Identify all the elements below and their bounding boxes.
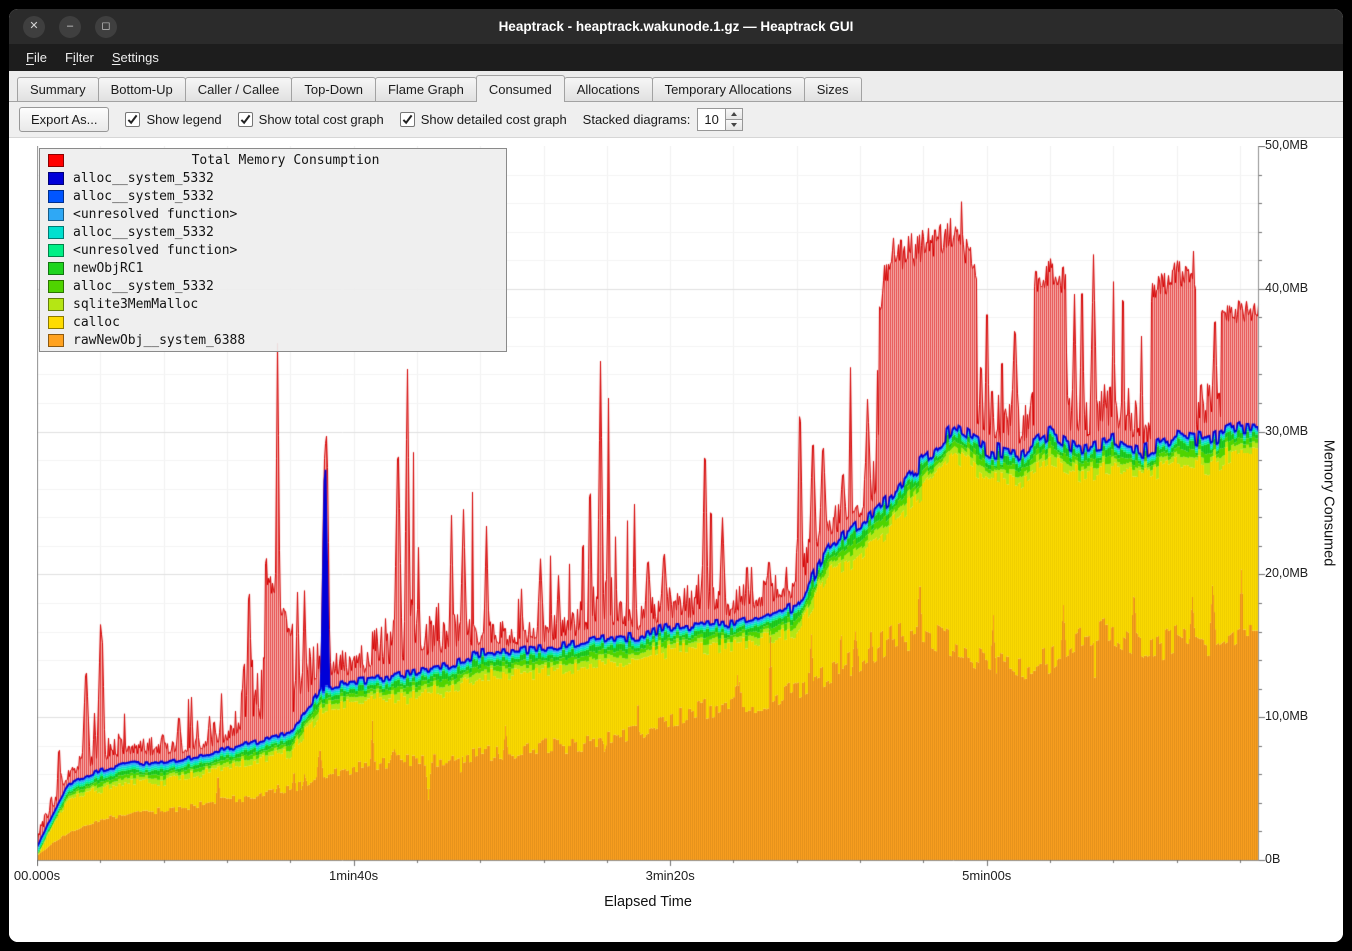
spin-up-icon: [731, 109, 738, 116]
tab-bottom-up[interactable]: Bottom-Up: [97, 77, 186, 101]
tab-bar: Summary Bottom-Up Caller / Callee Top-Down F…: [9, 71, 1343, 102]
tab-consumed[interactable]: Consumed: [475, 75, 565, 102]
legend-swatch: [48, 171, 64, 185]
legend-swatch: [48, 189, 64, 203]
tab-top-down[interactable]: Top-Down: [291, 77, 376, 101]
legend-entry-alloc-system-5332-6: alloc__system_5332: [40, 277, 506, 295]
checkbox-show-legend[interactable]: [125, 112, 141, 127]
checkbox-group-show-legend[interactable]: Show legend: [125, 112, 222, 127]
tab-allocations[interactable]: Allocations: [563, 77, 653, 101]
tab-summary[interactable]: Summary: [17, 77, 99, 101]
legend-swatch: [48, 207, 64, 221]
legend-label: sqlite3MemMalloc: [73, 296, 199, 312]
legend-swatch: [48, 243, 64, 257]
toolbar: Export As... Show legend Show total cost …: [9, 101, 1343, 138]
checkbox-label: Show total cost graph: [258, 112, 384, 127]
legend-label: <unresolved function>: [73, 242, 238, 258]
legend-entry-unresolved-function-2: <unresolved function>: [40, 205, 506, 223]
checkbox-show-total-cost-graph[interactable]: [237, 112, 253, 127]
legend-label: <unresolved function>: [73, 206, 238, 222]
legend-swatch: [48, 225, 64, 239]
y-tick-10-0mb: 10,0MB: [1265, 709, 1309, 724]
tab-caller-callee[interactable]: Caller / Callee: [184, 77, 293, 101]
window-title: Heaptrack - heaptrack.wakunode.1.gz — He…: [498, 19, 854, 34]
menu-settings[interactable]: Settings: [111, 50, 159, 65]
x-tick-00-000s: 00.000s: [13, 868, 61, 883]
legend-label: alloc__system_5332: [73, 224, 214, 240]
legend-swatch-total: [48, 153, 64, 167]
titlebar[interactable]: ✕ – ◻ Heaptrack - heaptrack.wakunode.1.g…: [9, 9, 1343, 44]
checkbox-label: Show legend: [146, 112, 222, 127]
spin-down-icon: [731, 123, 738, 130]
window-buttons: ✕ – ◻: [23, 9, 117, 44]
maximize-icon: ◻: [101, 20, 111, 32]
legend-entry-unresolved-function-4: <unresolved function>: [40, 241, 506, 259]
legend-entry-alloc-system-5332-0: alloc__system_5332: [40, 169, 506, 187]
legend-label: rawNewObj__system_6388: [73, 332, 246, 348]
legend-entry-alloc-system-5332-1: alloc__system_5332: [40, 187, 506, 205]
maximize-button[interactable]: ◻: [95, 15, 117, 38]
close-button[interactable]: ✕: [23, 15, 45, 38]
checkbox-group-show-detailed-cost-graph[interactable]: Show detailed cost graph: [399, 112, 567, 127]
minimize-icon: –: [66, 20, 74, 32]
stacked-diagrams-value[interactable]: 10: [704, 112, 719, 127]
legend-swatch: [48, 261, 64, 275]
legend-swatch: [48, 279, 64, 293]
legend-title: Total Memory Consumption: [191, 152, 380, 168]
x-tick-3min20s: 3min20s: [645, 868, 695, 883]
spin-buttons: [725, 109, 743, 130]
stacked-diagrams-control: Stacked diagrams: 10: [583, 108, 744, 131]
chart-area: Total Memory Consumption alloc__system_53…: [9, 138, 1343, 942]
x-axis-title: Elapsed Time: [604, 894, 692, 910]
legend-label: newObjRC1: [73, 260, 144, 276]
menu-filter[interactable]: Filter: [64, 50, 94, 65]
checkbox-show-detailed-cost-graph[interactable]: [399, 112, 415, 127]
stacked-diagrams-spinbox[interactable]: 10: [697, 108, 744, 131]
y-axis-title-wrap: Memory Consumed: [1315, 146, 1341, 860]
legend-label: alloc__system_5332: [73, 278, 214, 294]
tab-flame-graph[interactable]: Flame Graph: [374, 77, 477, 101]
heaptrack-window: ✕ – ◻ Heaptrack - heaptrack.wakunode.1.g…: [9, 9, 1343, 942]
x-tick-5min00s: 5min00s: [962, 868, 1012, 883]
export-as-button[interactable]: Export As...: [19, 107, 110, 132]
legend-entry-calloc-8: calloc: [40, 313, 506, 331]
y-axis-title: Memory Consumed: [1320, 439, 1337, 567]
close-icon: ✕: [29, 20, 39, 32]
stacked-diagrams-label: Stacked diagrams:: [582, 112, 691, 127]
legend-label: calloc: [73, 314, 120, 330]
spin-up-button[interactable]: [726, 109, 743, 119]
toolbar-checkboxes: Show legend Show total cost graph Show det…: [125, 112, 567, 127]
spin-down-button[interactable]: [726, 119, 743, 130]
chart-legend: Total Memory Consumption alloc__system_53…: [39, 148, 507, 352]
legend-entry-rawnewobj-system-6388-9: rawNewObj__system_6388: [40, 331, 506, 349]
tab-sizes[interactable]: Sizes: [803, 77, 862, 101]
legend-label: alloc__system_5332: [73, 188, 214, 204]
checkbox-label: Show detailed cost graph: [420, 112, 567, 127]
minimize-button[interactable]: –: [59, 15, 81, 38]
checkbox-group-show-total-cost-graph[interactable]: Show total cost graph: [237, 112, 384, 127]
menubar: File Filter Settings: [9, 44, 1343, 71]
legend-swatch: [48, 315, 64, 329]
legend-swatch: [48, 333, 64, 347]
legend-label: alloc__system_5332: [73, 170, 214, 186]
y-tick-0b: 0B: [1265, 852, 1281, 866]
tab-temporary-allocations[interactable]: Temporary Allocations: [651, 77, 805, 101]
y-tick-30-0mb: 30,0MB: [1265, 423, 1309, 438]
y-tick-50-0mb: 50,0MB: [1265, 138, 1309, 152]
y-tick-20-0mb: 20,0MB: [1265, 566, 1309, 581]
legend-entry-newobjrc1-5: newObjRC1: [40, 259, 506, 277]
legend-title-row: Total Memory Consumption: [40, 151, 506, 169]
x-tick-1min40s: 1min40s: [329, 868, 379, 883]
legend-swatch: [48, 297, 64, 311]
legend-entry-alloc-system-5332-3: alloc__system_5332: [40, 223, 506, 241]
legend-entry-sqlite3memmalloc-7: sqlite3MemMalloc: [40, 295, 506, 313]
y-tick-40-0mb: 40,0MB: [1265, 280, 1309, 295]
menu-file[interactable]: File: [26, 50, 47, 65]
